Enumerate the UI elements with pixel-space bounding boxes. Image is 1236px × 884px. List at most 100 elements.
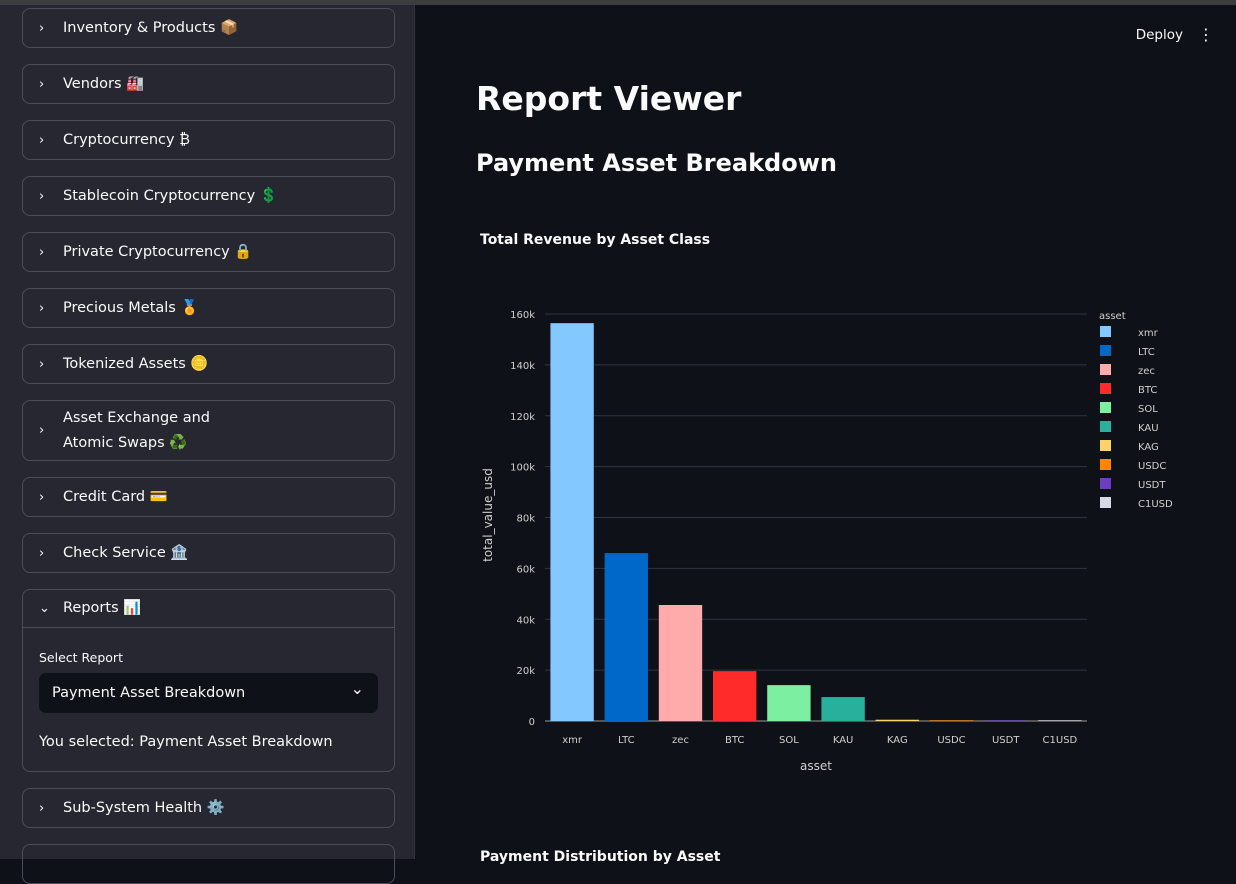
legend-label: C1USD bbox=[1138, 499, 1173, 510]
y-axis-title: total_value_usd bbox=[481, 468, 495, 562]
expander-sub-system[interactable]: › Sub-System Health ⚙️ bbox=[22, 788, 395, 828]
y-tick-label: 0 bbox=[529, 717, 535, 728]
expander-header[interactable]: ⌄ Reports 📊 bbox=[23, 590, 394, 628]
expander-label: Inventory & Products 📦 bbox=[63, 19, 239, 36]
bar-USDT bbox=[984, 720, 1028, 721]
expander-private[interactable]: › Private Cryptocurrency 🔒 bbox=[22, 232, 395, 272]
select-report-dropdown[interactable]: Payment Asset Breakdown ⌄ bbox=[39, 673, 378, 713]
x-tick-label: SOL bbox=[779, 735, 799, 746]
legend-swatch bbox=[1100, 459, 1111, 470]
chevron-right-icon: › bbox=[39, 132, 45, 148]
chevron-right-icon: › bbox=[39, 300, 45, 316]
legend-label: KAG bbox=[1138, 442, 1159, 453]
y-tick-label: 40k bbox=[516, 615, 535, 626]
expander-header[interactable]: › Tokenized Assets 🪙 bbox=[23, 345, 394, 383]
chevron-down-icon: ⌄ bbox=[39, 601, 50, 616]
expander-label: Reports 📊 bbox=[63, 600, 142, 616]
expander-precious[interactable]: › Precious Metals 🏅 bbox=[22, 288, 395, 328]
expander-label: Check Service 🏦 bbox=[63, 544, 189, 561]
bar-C1USD bbox=[1038, 720, 1082, 721]
legend-label: LTC bbox=[1138, 347, 1155, 358]
legend-label: USDT bbox=[1138, 480, 1166, 491]
bar-xmr bbox=[550, 323, 594, 721]
expander-reports[interactable]: ⌄ Reports 📊 Select Report Payment Asset Bre… bbox=[22, 589, 395, 772]
legend-swatch bbox=[1100, 326, 1111, 337]
y-tick-label: 80k bbox=[516, 514, 535, 525]
legend-label: zec bbox=[1138, 366, 1155, 377]
bar-zec bbox=[658, 605, 703, 721]
legend-label: KAU bbox=[1138, 423, 1159, 434]
page-title: Report Viewer bbox=[476, 79, 742, 118]
expander-label: Private Cryptocurrency 🔒 bbox=[63, 243, 253, 260]
expander-label: Asset Exchange and Atomic Swaps ♻️ bbox=[63, 409, 210, 451]
select-report-label: Select Report bbox=[39, 650, 123, 665]
expander-label: Stablecoin Cryptocurrency 💲 bbox=[63, 187, 278, 204]
expander-header[interactable]: › Cryptocurrency ₿ bbox=[23, 121, 394, 159]
expander-header[interactable]: › Precious Metals 🏅 bbox=[23, 289, 394, 327]
sidebar: › Inventory & Products 📦 › Vendors 🏭 › Crypto… bbox=[0, 5, 415, 884]
legend-label: USDC bbox=[1138, 461, 1166, 472]
x-tick-label: USDC bbox=[937, 735, 965, 746]
expander-header[interactable]: › Inventory & Products 📦 bbox=[23, 9, 394, 47]
legend-label: xmr bbox=[1138, 328, 1159, 339]
expander-label: Vendors 🏭 bbox=[63, 75, 145, 92]
bar-BTC bbox=[713, 671, 757, 721]
legend-swatch bbox=[1100, 478, 1111, 489]
x-tick-label: zec bbox=[672, 735, 689, 746]
chart-title: Total Revenue by Asset Class bbox=[480, 232, 711, 248]
legend-swatch bbox=[1100, 383, 1111, 394]
expander-inventory[interactable]: › Inventory & Products 📦 bbox=[22, 8, 395, 48]
chevron-right-icon: › bbox=[39, 489, 45, 505]
expander-header[interactable]: › Vendors 🏭 bbox=[23, 65, 394, 103]
legend-swatch bbox=[1100, 497, 1111, 508]
expander-check[interactable]: › Check Service 🏦 bbox=[22, 533, 395, 573]
selected-value: Payment Asset Breakdown bbox=[52, 685, 246, 701]
expander-header[interactable]: › Stablecoin Cryptocurrency 💲 bbox=[23, 177, 394, 215]
chevron-right-icon: › bbox=[39, 423, 45, 438]
x-tick-label: C1USD bbox=[1043, 735, 1078, 746]
expander-cryptocurrency[interactable]: › Cryptocurrency ₿ bbox=[22, 120, 395, 160]
y-tick-label: 60k bbox=[516, 564, 535, 575]
deploy-button[interactable]: Deploy bbox=[1135, 27, 1183, 43]
chevron-right-icon: › bbox=[39, 800, 45, 816]
expander-header[interactable]: › Asset Exchange and Atomic Swaps ♻️ bbox=[23, 401, 394, 460]
expander-credit[interactable]: › Credit Card 💳 bbox=[22, 477, 395, 517]
expander-header[interactable]: › Private Cryptocurrency 🔒 bbox=[23, 233, 394, 271]
legend-label: SOL bbox=[1138, 404, 1158, 415]
expander-header[interactable]: › Credit Card 💳 bbox=[23, 478, 394, 516]
y-tick-label: 120k bbox=[510, 412, 535, 423]
expander-header[interactable]: › Check Service 🏦 bbox=[23, 534, 394, 572]
legend-title: asset bbox=[1099, 311, 1126, 322]
y-tick-label: 20k bbox=[516, 666, 535, 677]
x-tick-label: LTC bbox=[618, 735, 635, 746]
expander-vendors[interactable]: › Vendors 🏭 bbox=[22, 64, 395, 104]
expander-clipped[interactable] bbox=[22, 844, 395, 884]
chevron-right-icon: › bbox=[39, 244, 45, 260]
x-tick-label: KAG bbox=[887, 735, 908, 746]
x-tick-label: BTC bbox=[725, 735, 744, 746]
expander-tokenized[interactable]: › Tokenized Assets 🪙 bbox=[22, 344, 395, 384]
bar-SOL bbox=[767, 685, 811, 721]
expander-stablecoin[interactable]: › Stablecoin Cryptocurrency 💲 bbox=[22, 176, 395, 216]
x-tick-label: USDT bbox=[992, 735, 1020, 746]
expander-label: Sub-System Health ⚙️ bbox=[63, 799, 225, 816]
y-tick-label: 160k bbox=[510, 310, 535, 321]
expander-label: Credit Card 💳 bbox=[63, 488, 168, 505]
expander-label: Tokenized Assets 🪙 bbox=[63, 355, 209, 372]
chevron-right-icon: › bbox=[39, 188, 45, 204]
legend-swatch bbox=[1100, 364, 1111, 375]
next-chart-title: Payment Distribution by Asset bbox=[480, 849, 721, 865]
legend-label: BTC bbox=[1138, 385, 1157, 396]
y-tick-label: 140k bbox=[510, 361, 535, 372]
expander-label: Precious Metals 🏅 bbox=[63, 299, 199, 316]
x-tick-label: xmr bbox=[562, 735, 583, 746]
legend-swatch bbox=[1100, 402, 1111, 413]
more-menu-icon[interactable]: ⋮ bbox=[1198, 25, 1214, 44]
main-content: Deploy ⋮ Report Viewer Payment Asset Bre… bbox=[416, 5, 1236, 865]
report-subtitle: Payment Asset Breakdown bbox=[476, 149, 837, 177]
bar-chart: 0 20k 40k 60k 80k 100k 120k 140k 160k xmr xmr LTC LT… bbox=[481, 310, 1173, 773]
bar-LTC bbox=[604, 553, 648, 721]
selection-text: You selected: Payment Asset Breakdown bbox=[39, 734, 333, 750]
expander-asset[interactable]: › Asset Exchange and Atomic Swaps ♻️ bbox=[22, 400, 395, 461]
expander-header[interactable]: › Sub-System Health ⚙️ bbox=[23, 789, 394, 827]
